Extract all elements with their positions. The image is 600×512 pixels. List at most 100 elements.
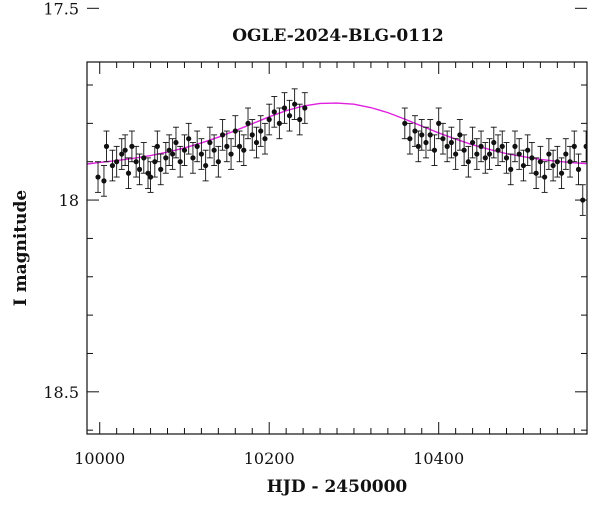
data-point xyxy=(444,130,451,163)
data-point xyxy=(122,134,129,166)
point-marker xyxy=(154,143,160,149)
data-point xyxy=(219,119,226,151)
point-marker xyxy=(558,170,565,176)
data-point xyxy=(103,130,110,163)
point-marker xyxy=(550,162,556,169)
data-point xyxy=(583,130,587,163)
data-point xyxy=(261,122,268,155)
data-point xyxy=(113,145,120,178)
point-marker xyxy=(95,174,101,180)
point-marker xyxy=(419,132,425,138)
data-point xyxy=(469,126,476,159)
point-marker xyxy=(457,132,463,138)
point-marker xyxy=(232,128,238,134)
point-marker xyxy=(486,151,493,157)
data-point xyxy=(562,138,569,170)
point-marker xyxy=(533,170,539,176)
point-marker xyxy=(166,147,172,153)
data-point xyxy=(411,115,418,147)
y-tick-label: 18.5 xyxy=(43,383,79,402)
point-marker xyxy=(297,116,303,123)
data-point xyxy=(100,165,107,197)
model-curve-layer xyxy=(87,102,587,165)
x-tick-label: 10000 xyxy=(74,449,125,468)
data-point xyxy=(545,138,552,170)
data-point xyxy=(499,130,506,163)
data-point xyxy=(189,142,196,174)
data-point xyxy=(125,157,132,190)
point-marker xyxy=(402,120,408,126)
point-marker xyxy=(412,128,418,134)
data-point xyxy=(301,92,308,124)
data-point xyxy=(461,134,468,166)
data-point xyxy=(118,138,125,170)
data-points-layer xyxy=(95,88,587,216)
data-point xyxy=(202,149,209,182)
data-point xyxy=(177,145,184,178)
point-marker xyxy=(190,155,196,161)
data-point xyxy=(162,142,169,174)
y-tick-label: 18 xyxy=(59,191,79,210)
data-point xyxy=(249,119,256,151)
data-point xyxy=(571,130,578,163)
point-marker xyxy=(415,143,421,149)
point-marker xyxy=(207,139,213,146)
data-point xyxy=(448,126,455,159)
data-point xyxy=(257,115,264,147)
point-marker xyxy=(114,159,120,165)
data-point xyxy=(215,145,222,178)
point-marker xyxy=(525,147,531,153)
data-point xyxy=(154,130,161,163)
point-marker xyxy=(546,151,552,157)
point-marker xyxy=(101,178,107,184)
point-marker xyxy=(286,113,293,119)
point-marker xyxy=(302,105,308,111)
point-marker xyxy=(520,162,527,169)
point-marker xyxy=(224,143,230,149)
point-marker xyxy=(241,147,247,153)
data-point xyxy=(181,134,188,166)
data-point xyxy=(495,134,502,166)
point-marker xyxy=(448,139,455,146)
data-point xyxy=(253,126,260,159)
data-point xyxy=(145,157,152,190)
point-marker xyxy=(542,174,548,180)
data-point xyxy=(439,122,446,155)
point-marker xyxy=(271,109,277,115)
data-point xyxy=(286,99,293,132)
point-marker xyxy=(554,159,560,165)
point-marker xyxy=(453,151,459,157)
point-marker xyxy=(508,166,514,172)
data-point xyxy=(482,142,489,174)
data-point xyxy=(435,107,442,140)
point-marker xyxy=(281,105,288,111)
data-point xyxy=(516,138,523,170)
point-marker xyxy=(169,151,176,157)
data-point xyxy=(533,157,540,190)
point-marker xyxy=(516,151,522,157)
point-marker xyxy=(125,170,132,176)
point-marker xyxy=(575,166,582,172)
y-tick-label: 17.5 xyxy=(43,0,79,18)
data-point xyxy=(291,88,298,120)
data-point xyxy=(185,122,192,155)
plot-frame xyxy=(86,61,588,435)
data-point xyxy=(520,149,527,182)
point-marker xyxy=(215,159,221,165)
point-marker xyxy=(173,139,179,146)
point-marker xyxy=(129,143,135,149)
y-axis-label: I magnitude xyxy=(11,190,31,307)
point-marker xyxy=(194,143,200,149)
data-point xyxy=(240,134,247,166)
point-marker xyxy=(478,143,484,149)
data-point xyxy=(503,142,510,174)
data-point xyxy=(95,161,102,193)
point-marker xyxy=(198,151,205,157)
point-marker xyxy=(495,147,501,153)
point-marker xyxy=(177,159,183,165)
data-point xyxy=(128,130,135,163)
point-marker xyxy=(266,116,272,123)
point-marker xyxy=(158,166,164,172)
point-marker xyxy=(436,120,442,126)
